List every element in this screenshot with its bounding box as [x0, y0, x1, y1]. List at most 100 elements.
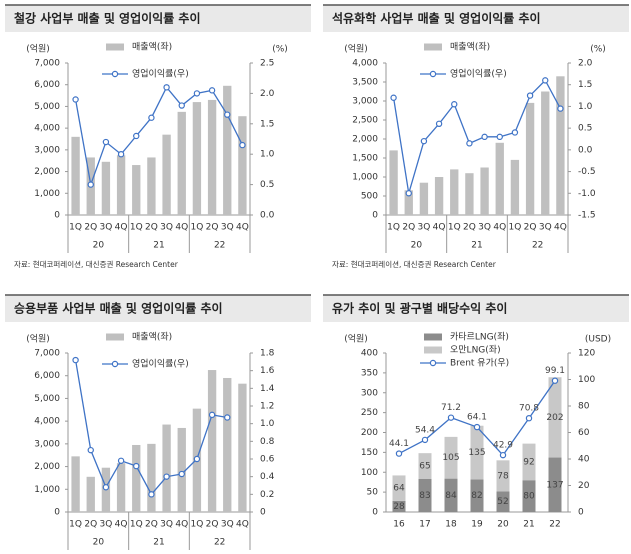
line-marker [208, 87, 216, 94]
y2-tick-label: 1.8 [260, 349, 275, 359]
line-marker [239, 141, 246, 149]
line-marker [87, 446, 94, 454]
legend-marker [111, 360, 119, 368]
bar [238, 383, 247, 512]
y2-tick-label: 100 [578, 375, 595, 385]
x-tick-label: 1Q [130, 520, 143, 530]
legend-label: 영업이익률(우) [132, 358, 189, 370]
bar [162, 134, 171, 215]
data-label: 202 [546, 413, 563, 423]
data-label: 80 [523, 492, 535, 502]
x-tick-label: 3Q [100, 223, 113, 233]
x-group-label: 22 [532, 241, 543, 251]
y-tick-label: 500 [361, 192, 378, 202]
line-marker [178, 102, 185, 109]
x-tick-label: 17 [419, 520, 430, 530]
y-tick-label: 0 [372, 211, 378, 221]
y-tick-label: 3,000 [34, 145, 60, 155]
x-tick-label: 1Q [69, 223, 82, 233]
y2-tick-label: 1.6 [260, 366, 275, 376]
y-tick-label: 4,000 [352, 59, 378, 69]
x-tick-label: 3Q [418, 223, 431, 233]
line-marker [390, 94, 397, 101]
x-tick-label: 2Q [206, 520, 219, 530]
line-marker [435, 120, 443, 128]
x-tick-label: 3Q [221, 520, 234, 530]
x-tick-label: 3Q [100, 520, 113, 530]
data-label: 64 [393, 484, 405, 494]
x-tick-label: 3Q [160, 520, 173, 530]
y-tick-label: 7,000 [34, 349, 60, 359]
bar [434, 177, 444, 215]
legend-label: 영업이익률(우) [132, 68, 189, 80]
line-marker [526, 92, 534, 99]
y2-tick-label: 1.0 [578, 102, 593, 112]
y-axis-unit: (억원) [26, 333, 50, 345]
legend-swatch [106, 333, 124, 341]
legend-marker [429, 70, 437, 78]
chart-title: 철강 사업부 매출 및 영업이익률 추이 [14, 11, 201, 26]
y2-tick-label: 1.0 [260, 150, 275, 160]
bar [419, 182, 429, 215]
bar [496, 491, 510, 512]
data-label: 42.9 [493, 441, 513, 451]
line-marker [163, 473, 170, 480]
x-tick-label: 2Q [84, 223, 97, 233]
line-marker [405, 190, 412, 197]
x-group-label: 20 [411, 241, 423, 251]
line-marker [499, 451, 507, 459]
bar [132, 444, 141, 512]
data-label: 82 [471, 491, 482, 501]
bar [86, 476, 95, 512]
x-tick-label: 20 [497, 520, 509, 530]
bar [392, 475, 406, 501]
data-label: 54.4 [415, 425, 435, 435]
data-label: 65 [419, 462, 430, 472]
line [392, 79, 561, 194]
x-tick-label: 4Q [175, 520, 188, 530]
bar [418, 453, 432, 480]
x-tick-label: 1Q [130, 223, 143, 233]
y-tick-label: 250 [361, 408, 378, 418]
y-axis-unit: (억원) [26, 43, 50, 55]
y-tick-label: 5,000 [34, 102, 60, 112]
x-group-label: 21 [153, 241, 164, 251]
x-tick-label: 2Q [206, 223, 219, 233]
bar [147, 157, 156, 215]
bar [223, 85, 232, 215]
title-bar [323, 295, 629, 322]
x-tick-label: 4Q [433, 223, 446, 233]
y-tick-label: 1,000 [34, 485, 60, 495]
bar [556, 76, 565, 215]
title-bar [5, 295, 311, 322]
legend-label: 카타르LNG(좌) [450, 332, 509, 343]
bar [510, 159, 520, 215]
x-tick-label: 1Q [448, 223, 461, 233]
line-marker [102, 138, 110, 146]
bar [444, 436, 458, 479]
y2-axis-unit: (%) [590, 45, 606, 55]
bar [470, 425, 484, 480]
y2-tick-label: 1.5 [578, 80, 592, 90]
y2-tick-label: -1.0 [578, 189, 596, 199]
bar [207, 99, 217, 215]
y2-tick-label: 0.5 [578, 124, 592, 134]
bar [116, 155, 126, 215]
bar [71, 456, 80, 512]
y-tick-label: 0 [54, 508, 60, 518]
x-tick-label: 1Q [387, 223, 400, 233]
legend-swatch [424, 43, 442, 51]
line-marker [496, 133, 503, 141]
x-tick-label: 4Q [236, 520, 249, 530]
line-marker [542, 77, 549, 84]
line-marker [466, 140, 473, 147]
y2-tick-label: 40 [578, 455, 590, 465]
line-marker [133, 462, 140, 470]
y2-tick-label: 1.5 [260, 119, 274, 129]
y2-tick-label: 2.0 [260, 89, 275, 99]
x-tick-label: 2Q [145, 520, 158, 530]
y-tick-label: 50 [367, 488, 379, 498]
bar [470, 479, 484, 512]
x-group-label: 21 [471, 241, 482, 251]
